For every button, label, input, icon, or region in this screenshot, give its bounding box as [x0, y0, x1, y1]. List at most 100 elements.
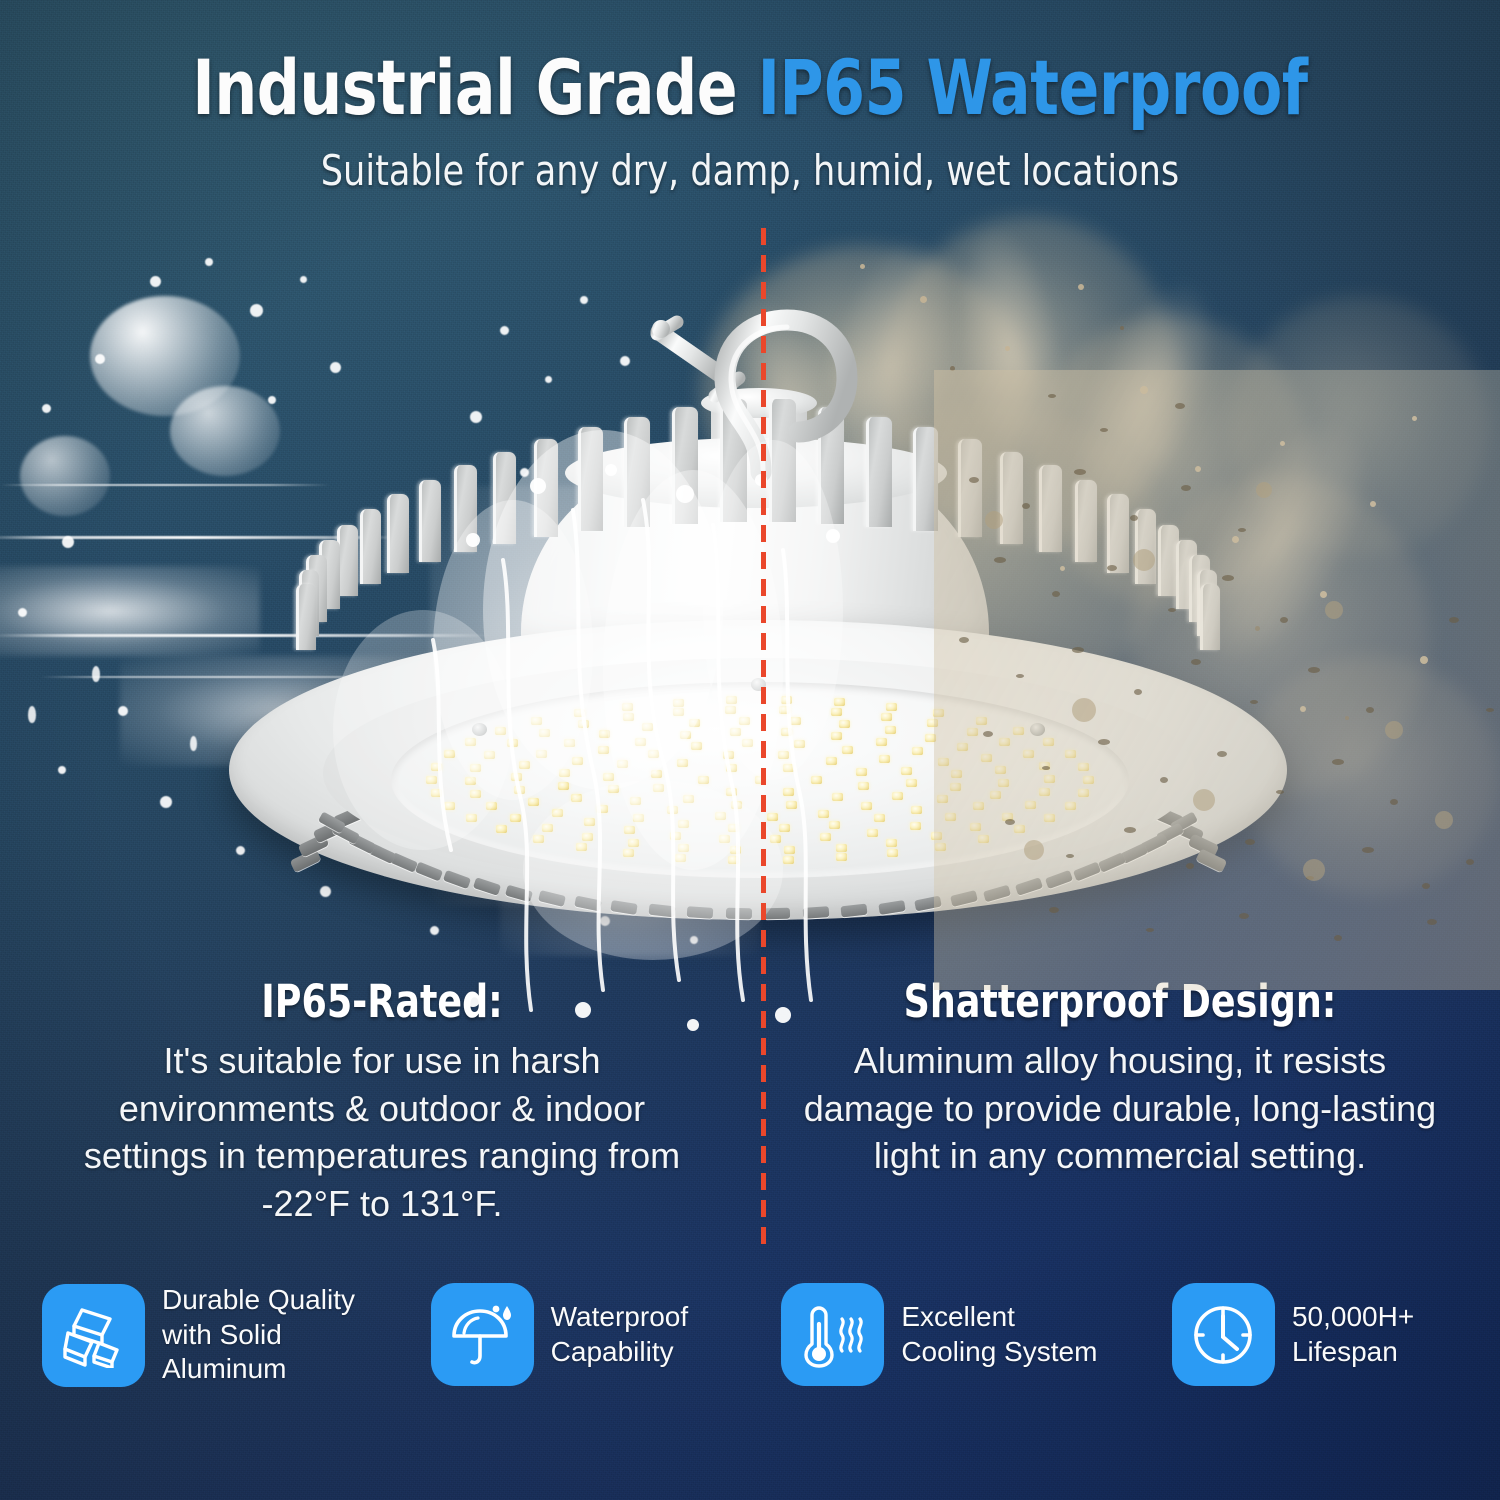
caption-left-body: It's suitable for use in harsh environme… [83, 1040, 681, 1224]
heat-sink-fin [360, 509, 382, 585]
led-emitter [466, 814, 478, 823]
led-emitter [563, 739, 575, 748]
led-emitter [599, 730, 611, 739]
led-emitter [1038, 762, 1050, 771]
heat-sink-fin [1075, 479, 1098, 562]
led-emitter [666, 806, 678, 815]
led-emitter [990, 790, 1002, 799]
page-title: Industrial Grade IP65 Waterproof [90, 50, 1410, 126]
vent-slot [538, 890, 567, 908]
led-emitter [976, 717, 988, 725]
clock-icon [1171, 1283, 1275, 1386]
led-emitter [727, 823, 739, 832]
led-emitter [769, 835, 781, 844]
vent-slot [949, 890, 978, 908]
hook-mount-icon [643, 304, 873, 494]
vent-slot [442, 869, 472, 889]
caption-left: IP65-Rated: It's suitable for use in har… [52, 975, 712, 1227]
led-emitter [514, 785, 526, 794]
product-stage [0, 216, 1500, 1031]
vent-slot [802, 906, 830, 919]
led-emitter [558, 769, 570, 778]
ufo-high-bay-light [173, 309, 1500, 1031]
led-emitter [728, 855, 740, 864]
led-emitter [937, 757, 949, 766]
vent-slot [983, 884, 1012, 902]
led-emitter [1042, 737, 1054, 746]
led-emitter [945, 812, 957, 821]
led-emitter [950, 782, 962, 791]
led-emitter [781, 728, 793, 737]
badge-waterproof: Waterproof Capability [430, 1283, 761, 1386]
heat-sink-fin [453, 465, 477, 553]
led-emitter [729, 728, 741, 737]
vent-slot [878, 900, 906, 915]
heat-sink-fin [1039, 465, 1063, 553]
led-emitter [910, 805, 922, 814]
led-emitter [783, 846, 795, 855]
heat-sink-fin [1134, 509, 1156, 585]
led-emitter [901, 766, 913, 775]
led-emitter [635, 737, 647, 746]
led-emitter [834, 698, 846, 707]
led-emitter [572, 757, 584, 766]
led-emitter [1078, 788, 1090, 797]
caption-left-title: IP65-Rated: [261, 975, 503, 1028]
led-emitter [782, 787, 794, 796]
led-emitter [829, 820, 841, 829]
led-emitter [819, 833, 831, 842]
heat-sink-fin [1107, 494, 1129, 573]
led-emitter [677, 820, 689, 829]
led-emitter [1065, 801, 1077, 810]
heat-sink-fin [337, 524, 359, 597]
led-emitter [690, 742, 702, 751]
vent-slot [1015, 877, 1044, 896]
led-emitter [726, 787, 738, 796]
led-emitter [582, 832, 594, 841]
led-emitter [782, 764, 794, 773]
led-emitter [718, 834, 730, 843]
led-emitter [607, 785, 619, 794]
led-emitter [672, 708, 684, 717]
led-emitter [443, 750, 455, 759]
led-emitter [470, 789, 482, 798]
led-emitter [597, 805, 608, 814]
led-emitter [1082, 775, 1094, 784]
led-emitter [679, 731, 691, 740]
led-emitter [1025, 800, 1037, 809]
header: Industrial Grade IP65 Waterproof Suitabl… [0, 0, 1500, 196]
led-emitter [494, 727, 506, 736]
vent-slot [1044, 869, 1074, 889]
led-emitter [930, 831, 942, 840]
led-emitter [698, 776, 710, 784]
led-emitter [507, 739, 519, 748]
led-emitter [905, 779, 917, 788]
vent-slot [648, 903, 676, 918]
led-emitter [1001, 812, 1013, 821]
led-emitter [777, 750, 789, 759]
vent-slot [1097, 852, 1126, 873]
aluminum-ingots-icon [42, 1283, 145, 1387]
badge-label: Waterproof Capability [550, 1300, 689, 1367]
led-emitter [509, 813, 521, 822]
badge-label: 50,000H+ Lifespan [1291, 1300, 1415, 1367]
feature-badges: Durable Quality with Solid Aluminum Wate… [42, 1283, 1462, 1448]
led-emitter [891, 791, 903, 800]
led-emitter [518, 761, 530, 770]
led-emitter [578, 720, 590, 729]
led-emitter [722, 751, 734, 760]
led-emitter [875, 737, 887, 746]
led-emitter [444, 802, 456, 811]
led-emitter [934, 842, 946, 851]
page-subtitle: Suitable for any dry, damp, humid, wet l… [320, 146, 1180, 195]
led-emitter [725, 705, 737, 714]
vent-slot [610, 900, 638, 915]
led-emitter [532, 834, 544, 843]
led-panel [391, 682, 1129, 878]
led-emitter [887, 849, 899, 858]
led-emitter [767, 812, 779, 821]
vent-slot [573, 895, 602, 912]
led-emitter [528, 797, 539, 806]
vent-slot [686, 906, 714, 919]
split-captions: IP65-Rated: It's suitable for use in har… [0, 975, 1500, 1240]
